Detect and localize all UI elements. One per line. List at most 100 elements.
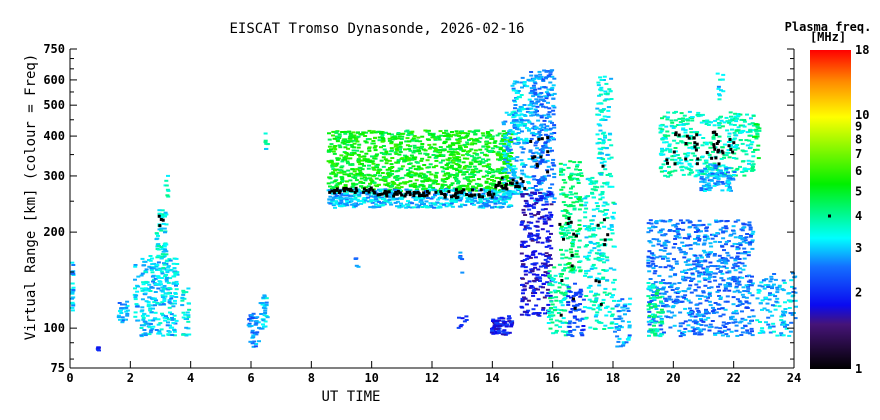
data-point — [172, 330, 177, 333]
data-point — [673, 158, 678, 161]
data-point — [512, 82, 517, 85]
data-point — [706, 255, 711, 258]
data-point — [626, 338, 631, 341]
data-point — [579, 204, 584, 207]
data-point — [441, 148, 446, 151]
data-point — [466, 154, 471, 157]
data-point — [348, 163, 353, 166]
data-point — [705, 166, 710, 169]
data-point — [409, 154, 414, 157]
data-point — [724, 167, 729, 170]
data-point — [156, 234, 160, 237]
data-point — [596, 102, 601, 105]
data-point — [552, 132, 557, 134]
data-point — [505, 323, 510, 326]
data-point — [406, 131, 411, 133]
data-point — [552, 77, 557, 80]
data-point — [572, 304, 576, 307]
data-point — [493, 330, 498, 333]
data-point — [596, 157, 601, 159]
data-point — [525, 110, 530, 113]
data-point — [186, 327, 191, 330]
data-point — [579, 293, 584, 296]
data-point — [687, 110, 692, 113]
data-point — [434, 171, 439, 174]
data-point — [543, 262, 548, 265]
data-point — [349, 172, 353, 175]
data-point — [549, 300, 554, 303]
data-point — [364, 177, 369, 180]
data-point — [120, 303, 124, 306]
data-point — [464, 146, 468, 148]
data-point — [737, 258, 742, 260]
data-point — [534, 98, 539, 101]
data-point — [723, 169, 728, 172]
data-point — [71, 296, 76, 299]
data-point — [718, 228, 723, 231]
data-point — [601, 139, 606, 142]
data-point — [330, 164, 335, 167]
data-point — [614, 327, 619, 330]
data-point — [530, 270, 535, 273]
data-point — [588, 326, 593, 329]
data-point — [585, 228, 590, 231]
data-point — [344, 197, 349, 200]
data-point — [542, 160, 547, 163]
data-point — [460, 203, 464, 206]
data-point — [133, 298, 138, 301]
data-point — [153, 277, 158, 280]
data-point — [562, 294, 567, 297]
data-point — [649, 299, 654, 302]
data-point — [794, 305, 798, 308]
data-point — [705, 265, 710, 268]
data-point — [369, 160, 374, 163]
data-point — [334, 202, 339, 205]
data-point — [523, 115, 528, 117]
data-point — [384, 184, 389, 187]
data-point — [512, 115, 517, 118]
data-point — [675, 295, 680, 298]
data-point — [696, 111, 701, 114]
data-point — [536, 237, 541, 240]
data-point — [141, 324, 146, 327]
data-point — [402, 158, 407, 161]
data-point — [599, 161, 604, 164]
data-point — [559, 225, 564, 228]
data-point — [601, 298, 606, 301]
data-point — [673, 302, 678, 305]
data-point — [449, 184, 454, 187]
data-point — [616, 340, 621, 343]
data-point — [676, 233, 681, 236]
data-point — [483, 190, 488, 193]
data-point — [738, 237, 743, 239]
data-point — [457, 316, 461, 319]
data-point — [534, 304, 539, 307]
data-point — [452, 200, 457, 203]
data-point — [337, 144, 342, 147]
data-point — [331, 197, 336, 200]
data-point — [517, 188, 522, 190]
data-point — [598, 109, 603, 112]
data-point — [651, 291, 656, 294]
data-point — [579, 332, 584, 334]
data-point — [506, 144, 511, 147]
data-point — [695, 307, 700, 310]
data-point — [708, 273, 713, 276]
data-point — [721, 324, 726, 327]
data-point — [735, 298, 740, 301]
data-point — [673, 273, 678, 276]
data-point — [601, 204, 606, 207]
data-point — [748, 129, 753, 132]
data-point — [419, 145, 424, 148]
data-point — [693, 322, 698, 325]
data-point — [687, 226, 692, 229]
data-point — [600, 118, 605, 121]
data-point — [707, 329, 712, 332]
data-point — [675, 299, 680, 301]
data-point — [519, 119, 524, 121]
data-point — [396, 146, 401, 149]
data-point — [717, 330, 722, 333]
data-point — [486, 204, 491, 207]
data-point — [575, 177, 580, 180]
data-point — [416, 173, 421, 176]
